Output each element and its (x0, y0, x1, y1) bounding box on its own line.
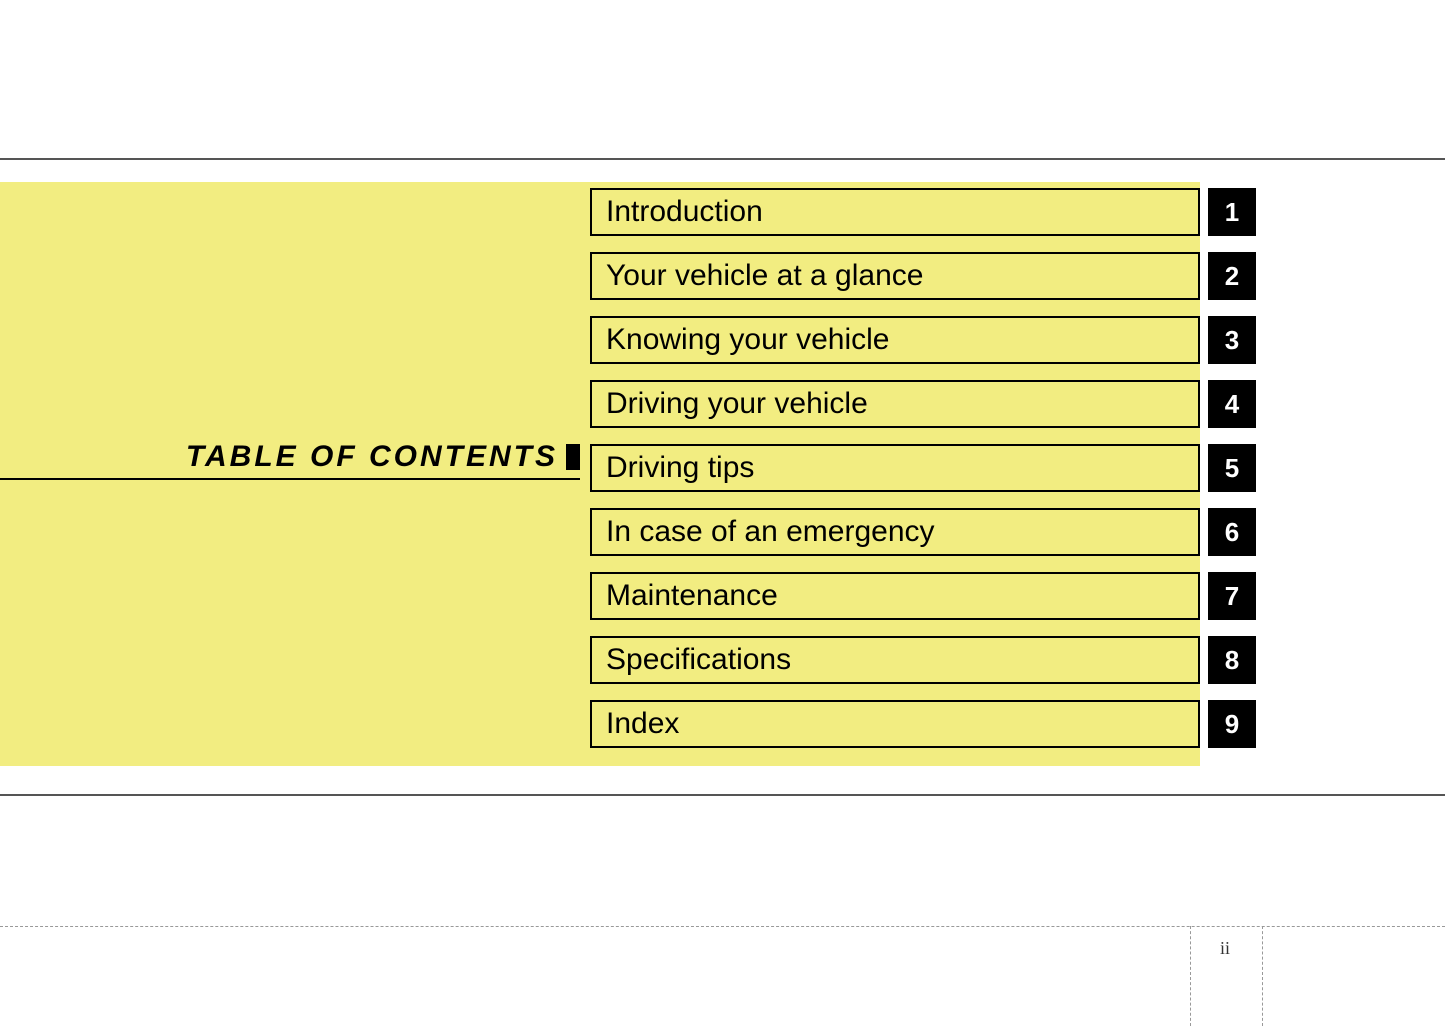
document-page: TABLE OF CONTENTS Introduction Your vehic… (0, 0, 1445, 1026)
trim-dashed-vertical-left (1190, 926, 1191, 1026)
title-underline (0, 478, 580, 480)
title-block: TABLE OF CONTENTS (0, 182, 590, 766)
trim-dashed-vertical-right (1262, 926, 1263, 1026)
toc-entry: Driving tips (590, 444, 1200, 492)
chapter-tab: 1 (1208, 188, 1256, 236)
toc-entry: Introduction (590, 188, 1200, 236)
toc-entry-label: Driving your vehicle (606, 387, 868, 421)
chapter-tab: 2 (1208, 252, 1256, 300)
chapter-tab: 9 (1208, 700, 1256, 748)
toc-entry-label: Specifications (606, 643, 791, 677)
toc-title: TABLE OF CONTENTS (0, 440, 566, 474)
top-horizontal-rule (0, 158, 1445, 160)
toc-entry: Maintenance (590, 572, 1200, 620)
toc-entry-label: Maintenance (606, 579, 778, 613)
chapter-tab: 4 (1208, 380, 1256, 428)
chapter-tab: 3 (1208, 316, 1256, 364)
toc-entry-label: Introduction (606, 195, 763, 229)
toc-entry: Specifications (590, 636, 1200, 684)
title-end-marker-icon (566, 444, 580, 470)
toc-entry: Your vehicle at a glance (590, 252, 1200, 300)
toc-entry: Knowing your vehicle (590, 316, 1200, 364)
chapter-tab: 8 (1208, 636, 1256, 684)
chapter-tab: 6 (1208, 508, 1256, 556)
chapter-tab: 7 (1208, 572, 1256, 620)
toc-entries-list: Introduction Your vehicle at a glance Know… (590, 182, 1200, 766)
toc-entry: Index (590, 700, 1200, 748)
chapter-tab: 5 (1208, 444, 1256, 492)
toc-entry-label: In case of an emergency (606, 515, 935, 549)
bottom-horizontal-rule (0, 794, 1445, 796)
toc-entry: Driving your vehicle (590, 380, 1200, 428)
content-panel: TABLE OF CONTENTS Introduction Your vehic… (0, 182, 1200, 766)
chapter-tabs-column: 1 2 3 4 5 6 7 8 9 (1208, 182, 1256, 748)
toc-entry-label: Driving tips (606, 451, 754, 485)
page-number: ii (1220, 938, 1230, 959)
toc-entry-label: Knowing your vehicle (606, 323, 890, 357)
toc-entry: In case of an emergency (590, 508, 1200, 556)
toc-entry-label: Your vehicle at a glance (606, 259, 923, 293)
title-row: TABLE OF CONTENTS (0, 440, 580, 474)
toc-entry-label: Index (606, 707, 679, 741)
trim-dashed-horizontal (0, 926, 1445, 927)
